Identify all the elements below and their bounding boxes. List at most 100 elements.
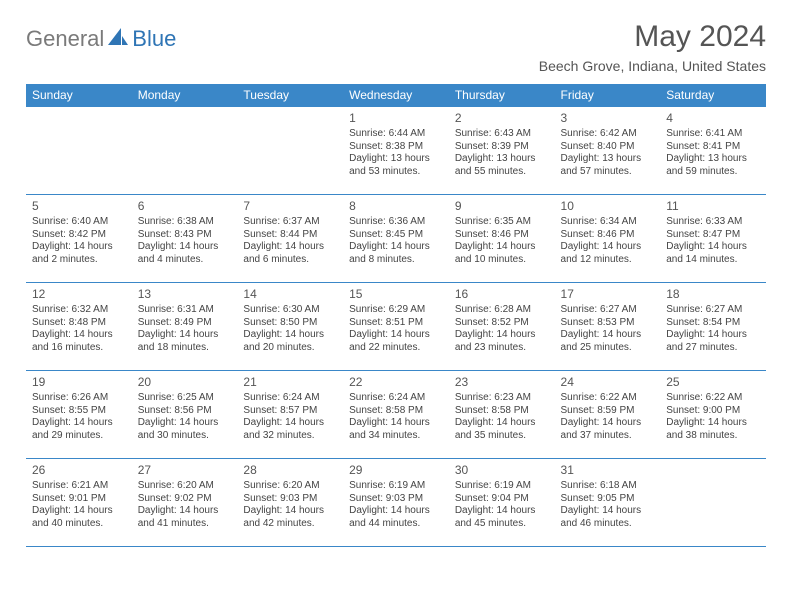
day-number: 3 (561, 111, 655, 126)
day-number: 9 (455, 199, 549, 214)
sunrise-text: Sunrise: 6:21 AM (32, 480, 126, 493)
sunrise-text: Sunrise: 6:38 AM (138, 216, 232, 229)
sunset-text: Sunset: 9:05 PM (561, 493, 655, 506)
calendar-week: 12Sunrise: 6:32 AMSunset: 8:48 PMDayligh… (26, 283, 766, 371)
sunset-text: Sunset: 8:45 PM (349, 229, 443, 242)
sunrise-text: Sunrise: 6:31 AM (138, 304, 232, 317)
sunset-text: Sunset: 8:39 PM (455, 141, 549, 154)
sunset-text: Sunset: 8:57 PM (243, 405, 337, 418)
calendar-cell: 13Sunrise: 6:31 AMSunset: 8:49 PMDayligh… (132, 283, 238, 371)
sunset-text: Sunset: 8:46 PM (561, 229, 655, 242)
sunset-text: Sunset: 8:43 PM (138, 229, 232, 242)
daylight-text: Daylight: 14 hours and 4 minutes. (138, 241, 232, 266)
calendar-cell: 6 Sunrise: 6:38 AMSunset: 8:43 PMDaylight… (132, 195, 238, 283)
daylight-text: Daylight: 14 hours and 38 minutes. (666, 417, 760, 442)
calendar-cell: 28Sunrise: 6:20 AMSunset: 9:03 PMDayligh… (237, 459, 343, 547)
day-number: 6 (138, 199, 232, 214)
day-number: 7 (243, 199, 337, 214)
daylight-text: Daylight: 14 hours and 10 minutes. (455, 241, 549, 266)
daylight-text: Daylight: 14 hours and 16 minutes. (32, 329, 126, 354)
day-number: 17 (561, 287, 655, 302)
calendar-cell: 4Sunrise: 6:41 AMSunset: 8:41 PMDaylight… (660, 107, 766, 195)
day-header: Friday (555, 84, 661, 107)
calendar-cell: 22Sunrise: 6:24 AMSunset: 8:58 PMDayligh… (343, 371, 449, 459)
calendar-cell: 21Sunrise: 6:24 AMSunset: 8:57 PMDayligh… (237, 371, 343, 459)
sunset-text: Sunset: 8:54 PM (666, 317, 760, 330)
sunset-text: Sunset: 8:49 PM (138, 317, 232, 330)
day-number: 16 (455, 287, 549, 302)
sunrise-text: Sunrise: 6:30 AM (243, 304, 337, 317)
day-number: 23 (455, 375, 549, 390)
sunrise-text: Sunrise: 6:42 AM (561, 128, 655, 141)
sunrise-text: Sunrise: 6:25 AM (138, 392, 232, 405)
calendar-cell: 31Sunrise: 6:18 AMSunset: 9:05 PMDayligh… (555, 459, 661, 547)
calendar-cell: 24Sunrise: 6:22 AMSunset: 8:59 PMDayligh… (555, 371, 661, 459)
calendar-cell: 29Sunrise: 6:19 AMSunset: 9:03 PMDayligh… (343, 459, 449, 547)
day-number: 1 (349, 111, 443, 126)
sunrise-text: Sunrise: 6:23 AM (455, 392, 549, 405)
daylight-text: Daylight: 14 hours and 32 minutes. (243, 417, 337, 442)
sunrise-text: Sunrise: 6:44 AM (349, 128, 443, 141)
calendar-body: 1Sunrise: 6:44 AMSunset: 8:38 PMDaylight… (26, 107, 766, 547)
logo: General Blue (26, 20, 176, 52)
calendar-cell: 8Sunrise: 6:36 AMSunset: 8:45 PMDaylight… (343, 195, 449, 283)
calendar-cell: 23Sunrise: 6:23 AMSunset: 8:58 PMDayligh… (449, 371, 555, 459)
day-header: Saturday (660, 84, 766, 107)
sunset-text: Sunset: 8:58 PM (349, 405, 443, 418)
daylight-text: Daylight: 14 hours and 25 minutes. (561, 329, 655, 354)
daylight-text: Daylight: 14 hours and 44 minutes. (349, 505, 443, 530)
day-number: 14 (243, 287, 337, 302)
calendar-week: 1Sunrise: 6:44 AMSunset: 8:38 PMDaylight… (26, 107, 766, 195)
day-header: Wednesday (343, 84, 449, 107)
daylight-text: Daylight: 14 hours and 46 minutes. (561, 505, 655, 530)
calendar-cell: 15Sunrise: 6:29 AMSunset: 8:51 PMDayligh… (343, 283, 449, 371)
sunrise-text: Sunrise: 6:29 AM (349, 304, 443, 317)
day-number: 27 (138, 463, 232, 478)
day-number: 12 (32, 287, 126, 302)
calendar-week: 5Sunrise: 6:40 AMSunset: 8:42 PMDaylight… (26, 195, 766, 283)
daylight-text: Daylight: 14 hours and 41 minutes. (138, 505, 232, 530)
daylight-text: Daylight: 14 hours and 40 minutes. (32, 505, 126, 530)
day-number: 24 (561, 375, 655, 390)
sunset-text: Sunset: 9:03 PM (243, 493, 337, 506)
calendar-cell (132, 107, 238, 195)
sunrise-text: Sunrise: 6:33 AM (666, 216, 760, 229)
calendar-week: 19Sunrise: 6:26 AMSunset: 8:55 PMDayligh… (26, 371, 766, 459)
calendar-cell: 3Sunrise: 6:42 AMSunset: 8:40 PMDaylight… (555, 107, 661, 195)
sunrise-text: Sunrise: 6:19 AM (349, 480, 443, 493)
calendar-cell (660, 459, 766, 547)
day-number: 11 (666, 199, 760, 214)
day-number: 31 (561, 463, 655, 478)
sunset-text: Sunset: 8:52 PM (455, 317, 549, 330)
sunrise-text: Sunrise: 6:32 AM (32, 304, 126, 317)
calendar-table: SundayMondayTuesdayWednesdayThursdayFrid… (26, 84, 766, 547)
day-header: Monday (132, 84, 238, 107)
logo-sail-icon (108, 28, 128, 51)
sunrise-text: Sunrise: 6:20 AM (243, 480, 337, 493)
daylight-text: Daylight: 14 hours and 45 minutes. (455, 505, 549, 530)
sunset-text: Sunset: 8:59 PM (561, 405, 655, 418)
day-header: Thursday (449, 84, 555, 107)
calendar-cell: 1Sunrise: 6:44 AMSunset: 8:38 PMDaylight… (343, 107, 449, 195)
month-title: May 2024 (539, 20, 766, 54)
sunset-text: Sunset: 8:44 PM (243, 229, 337, 242)
sunset-text: Sunset: 8:51 PM (349, 317, 443, 330)
daylight-text: Daylight: 14 hours and 12 minutes. (561, 241, 655, 266)
sunrise-text: Sunrise: 6:34 AM (561, 216, 655, 229)
sunrise-text: Sunrise: 6:20 AM (138, 480, 232, 493)
sunset-text: Sunset: 8:53 PM (561, 317, 655, 330)
sunrise-text: Sunrise: 6:43 AM (455, 128, 549, 141)
calendar-cell: 10Sunrise: 6:34 AMSunset: 8:46 PMDayligh… (555, 195, 661, 283)
daylight-text: Daylight: 14 hours and 37 minutes. (561, 417, 655, 442)
sunrise-text: Sunrise: 6:27 AM (666, 304, 760, 317)
day-number: 30 (455, 463, 549, 478)
sunset-text: Sunset: 8:47 PM (666, 229, 760, 242)
day-number: 4 (666, 111, 760, 126)
sunset-text: Sunset: 8:41 PM (666, 141, 760, 154)
day-number: 20 (138, 375, 232, 390)
day-number: 28 (243, 463, 337, 478)
sunset-text: Sunset: 9:02 PM (138, 493, 232, 506)
sunset-text: Sunset: 8:40 PM (561, 141, 655, 154)
day-number: 18 (666, 287, 760, 302)
header: General Blue May 2024 Beech Grove, India… (26, 20, 766, 74)
